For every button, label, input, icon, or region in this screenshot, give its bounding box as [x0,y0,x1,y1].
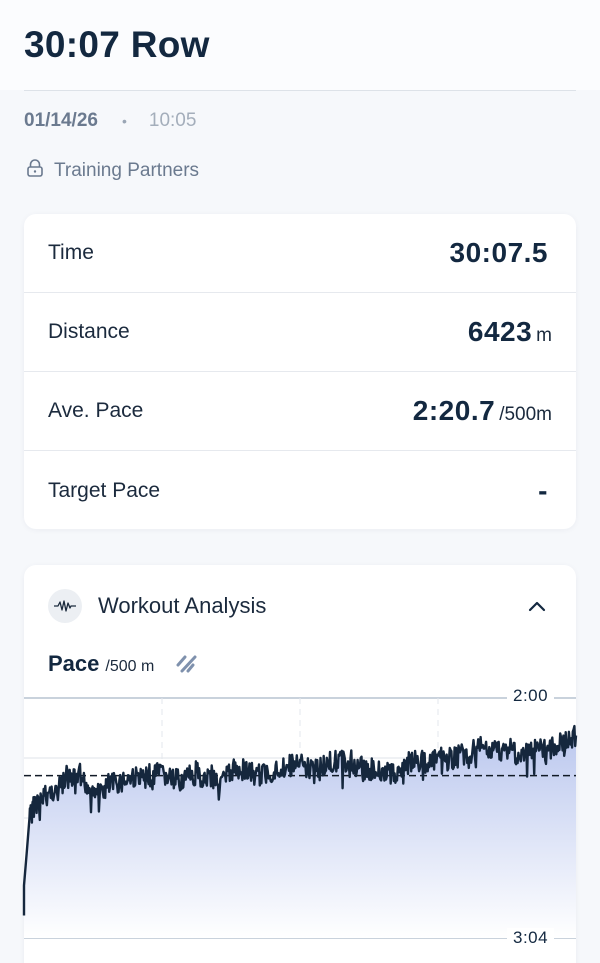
stat-label: Time [48,241,94,264]
stat-value: - [538,475,552,507]
privacy-label: Training Partners [54,160,200,181]
stat-label: Ave. Pace [48,399,144,422]
split-toggle-icon[interactable] [174,653,200,675]
stat-label: Target Pace [48,478,161,502]
page-title: 30:07 Row [24,24,210,65]
stat-label: Distance [48,320,130,343]
page-header: 30:07 Row [0,0,600,90]
privacy-setting[interactable]: Training Partners [24,157,199,185]
workout-time: 10:05 [148,110,197,131]
analysis-header[interactable]: Workout Analysis [48,587,552,625]
workout-analysis-card: Workout Analysis Pace /500 m [24,565,576,963]
analysis-title: Workout Analysis [98,593,267,618]
metric-unit: /500 m [105,658,155,675]
lock-icon [24,157,46,185]
stat-unit: m [536,325,552,346]
stat-number: 6423 [467,316,533,347]
metric-label: Pace [48,651,100,676]
workout-stats-card: Time 30:07.5 Distance 6423 m Ave. Pace 2… [24,214,576,529]
chevron-up-icon[interactable] [522,591,552,621]
stat-value: 2:20.7 /500m [413,395,552,427]
stat-value: 6423 m [468,316,552,348]
workout-meta: 01/14/26 • 10:05 [24,110,196,132]
stat-number: - [538,474,548,506]
stat-row-time: Time 30:07.5 [24,214,576,293]
stat-number: 2:20.7 [412,395,496,426]
stat-row-target-pace: Target Pace - [24,451,576,530]
stat-row-ave-pace: Ave. Pace 2:20.7 /500m [24,372,576,451]
header-divider [24,90,576,91]
chart-metric-header: Pace /500 m [48,651,200,677]
meta-separator: • [121,113,127,129]
waveform-icon [48,589,82,623]
stat-value: 30:07.5 [450,237,552,269]
workout-date: 01/14/26 [24,110,98,131]
stat-unit: /500m [499,404,552,425]
stat-row-distance: Distance 6423 m [24,293,576,372]
stat-number: 30:07.5 [449,237,548,268]
